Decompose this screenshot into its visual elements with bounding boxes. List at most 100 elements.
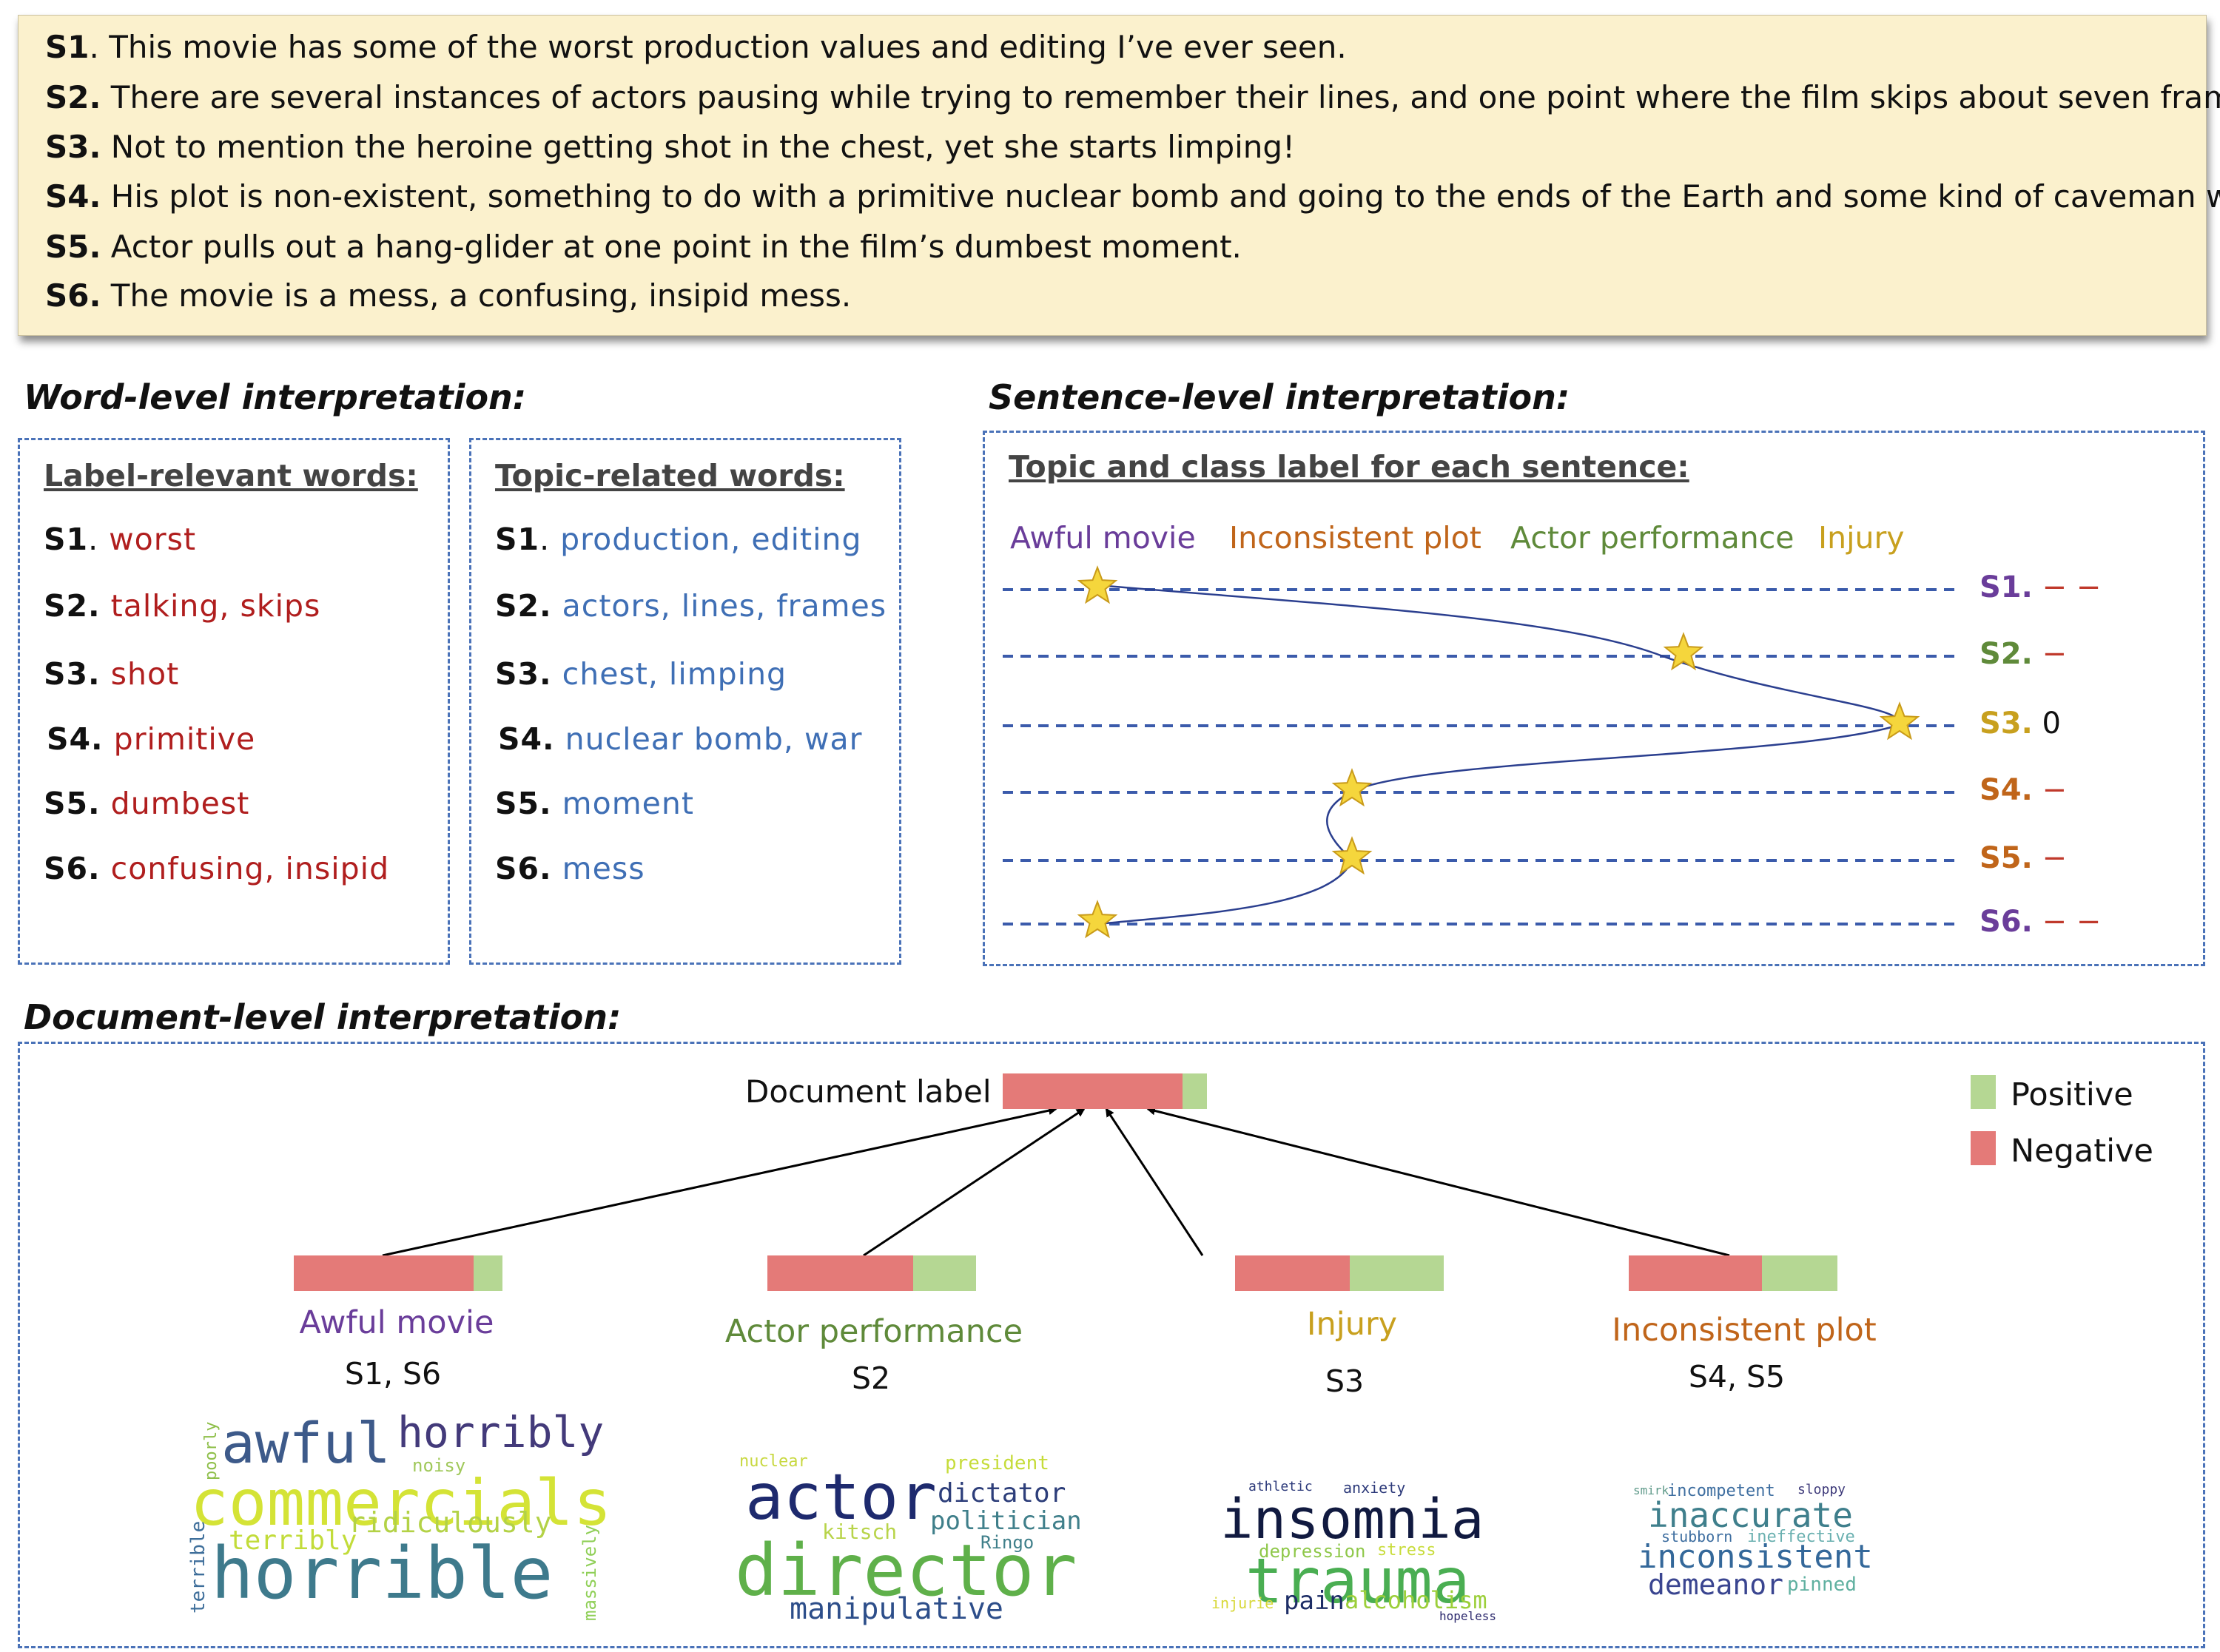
topic-bar-awful-movie	[294, 1255, 502, 1291]
topic-star-marker	[1663, 632, 1704, 671]
sentence-level-panel: Topic and class label for each sentence:…	[983, 431, 2205, 966]
sentence-row-label: S4. −	[1980, 773, 2068, 807]
topic-related-heading: Topic-related words:	[495, 458, 845, 493]
wordcloud-word: trauma	[1245, 1545, 1470, 1617]
negative-segment	[767, 1255, 914, 1291]
negative-segment	[1629, 1255, 1763, 1291]
topic-word-row: S3. chest, limping	[495, 656, 787, 692]
positive-segment	[1762, 1255, 1837, 1291]
wordcloud-word: actor	[745, 1460, 937, 1534]
wordcloud-word: politician	[930, 1506, 1082, 1536]
wordcloud-word: horribly	[397, 1407, 605, 1457]
arrow-actor-performance	[863, 1107, 1086, 1257]
sentence-s6: S6. The movie is a mess, a confusing, in…	[45, 277, 852, 314]
topic-sentences-inconsistent-plot: S4, S5	[1688, 1359, 1786, 1395]
label-relevant-heading: Label-relevant words:	[44, 458, 418, 493]
sentence-row-label: S2. −	[1980, 637, 2068, 671]
sentence-level-heading: Topic and class label for each sentence:	[1009, 449, 1689, 485]
wordcloud-word: pain	[1284, 1586, 1345, 1616]
topic-word-row: S6. mess	[495, 851, 645, 886]
sentence-s4: S4. His plot is non-existent, something …	[45, 178, 2220, 215]
wordcloud-word: ridiculously	[349, 1506, 552, 1539]
wordcloud-word: insomnia	[1220, 1488, 1484, 1551]
legend-negative: Negative	[2011, 1133, 2153, 1170]
label-word-row: S2. talking, skips	[44, 588, 321, 624]
wordcloud-word: hopeless	[1439, 1609, 1497, 1623]
sentence-s5: S5. Actor pulls out a hang-glider at one…	[45, 229, 1242, 265]
wordcloud-word: manipulative	[790, 1592, 1003, 1626]
topic-word-row: S4. nuclear bomb, war	[498, 721, 863, 757]
topic-sentences-injury: S3	[1325, 1363, 1365, 1399]
wordcloud-word: pinned	[1787, 1574, 1857, 1596]
wordcloud-word: awful	[221, 1410, 391, 1476]
wordcloud-word: anxiety	[1343, 1479, 1406, 1497]
wordcloud-word: noisy	[412, 1455, 466, 1476]
wordcloud-word: Ringo	[980, 1532, 1035, 1553]
arrow-inconsistent-plot	[1146, 1106, 1730, 1257]
legend-positive: Positive	[2011, 1076, 2133, 1113]
topic-sentences-actor-performance: S2	[851, 1361, 891, 1396]
topic-legend-inconsistent-plot: Inconsistent plot	[1229, 520, 1481, 556]
label-word-row: S1. worst	[44, 522, 197, 557]
sentence-topic-plot	[1003, 565, 1956, 939]
topic-legend-actor-performance: Actor performance	[1510, 520, 1794, 556]
wordcloud-word: stubborn	[1661, 1528, 1733, 1545]
wordcloud-word: inconsistent	[1638, 1538, 1873, 1576]
negative-segment	[1003, 1073, 1183, 1109]
document-level-title: Document-level interpretation:	[24, 997, 622, 1037]
topic-bar-actor-performance	[767, 1255, 976, 1291]
wordcloud-word: incompetent	[1667, 1482, 1775, 1500]
wordcloud-word: director	[735, 1529, 1077, 1612]
wordcloud-word: president	[945, 1452, 1049, 1474]
wordcloud-word: inaccurate	[1648, 1495, 1853, 1535]
negative-swatch	[1971, 1131, 1996, 1165]
sentence-s2: S2. There are several instances of actor…	[45, 79, 2220, 115]
sentence-row-label: S6. − −	[1980, 905, 2102, 939]
arrow-injury	[1105, 1107, 1204, 1256]
wordcloud-word: commercials	[190, 1466, 612, 1540]
topic-sentences-awful-movie: S1, S6	[344, 1356, 442, 1392]
positive-segment	[473, 1255, 502, 1291]
topic-word-row: S1. production, editing	[495, 522, 862, 557]
positive-swatch	[1971, 1075, 1996, 1109]
topic-star-marker	[1077, 900, 1118, 939]
positive-segment	[1350, 1255, 1444, 1291]
label-relevant-panel: Label-relevant words: S1. worst S2. talk…	[18, 438, 450, 965]
wordcloud-word: horrible	[211, 1532, 554, 1615]
topic-related-panel: Topic-related words: S1. production, edi…	[469, 438, 901, 965]
sentence-level-title: Sentence-level interpretation:	[989, 377, 1570, 417]
wordcloud-word: ineffective	[1747, 1528, 1855, 1546]
topic-trajectory-curve	[1097, 584, 1900, 926]
topic-bar-injury	[1235, 1255, 1444, 1291]
sentence-row-label: S3. 0	[1980, 707, 2062, 741]
wordcloud-word: nuclear	[739, 1452, 808, 1471]
positive-segment	[913, 1255, 976, 1291]
wordcloud-word: alcoholism	[1345, 1586, 1487, 1614]
topic-legend-awful-movie: Awful movie	[1010, 520, 1196, 556]
document-label-bar	[1003, 1073, 1207, 1109]
wordcloud-word: dictator	[938, 1478, 1066, 1508]
wordcloud-word: sloppy	[1797, 1482, 1846, 1497]
label-word-row: S6. confusing, insipid	[44, 851, 390, 886]
topic-to-document-arrows	[382, 1106, 1730, 1257]
label-word-row: S5. dumbest	[44, 786, 250, 821]
topic-stars	[1077, 565, 1920, 939]
topic-name-injury: Injury	[1306, 1306, 1398, 1343]
topic-star-marker	[1331, 836, 1373, 875]
label-word-row: S4. primitive	[47, 721, 256, 757]
label-word-row: S3. shot	[44, 656, 180, 692]
wordcloud-word: kitsch	[822, 1520, 898, 1544]
topic-bar-inconsistent-plot	[1629, 1255, 1837, 1291]
document-level-panel: Document label Positive Negative Awful m…	[18, 1042, 2205, 1648]
negative-segment	[294, 1255, 474, 1291]
topic-name-inconsistent-plot: Inconsistent plot	[1612, 1312, 1877, 1349]
topic-word-row: S2. actors, lines, frames	[495, 588, 887, 624]
sentence-s1: S1. This movie has some of the worst pro…	[45, 29, 1347, 65]
word-level-title: Word-level interpretation:	[24, 377, 527, 417]
sentence-row-label: S5. −	[1980, 841, 2068, 875]
wordcloud-word: massively	[579, 1524, 600, 1621]
wordcloud-word: terribly	[229, 1525, 357, 1556]
topic-name-awful-movie: Awful movie	[299, 1304, 494, 1341]
wordcloud-word: injurie	[1211, 1594, 1274, 1612]
arrow-awful-movie	[382, 1106, 1057, 1257]
